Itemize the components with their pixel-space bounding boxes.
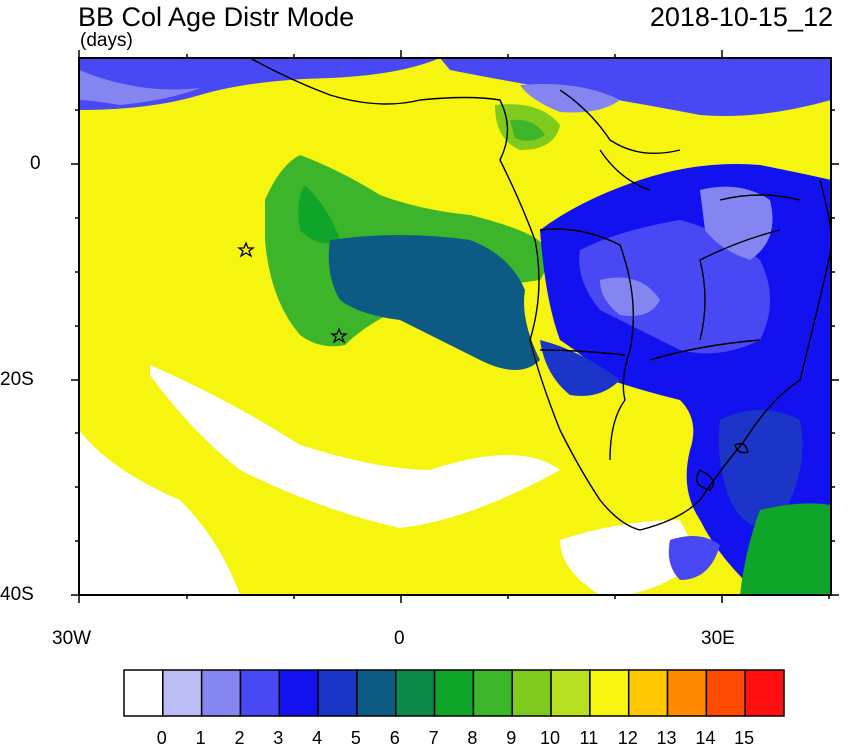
colorbar-label: 12	[617, 728, 638, 748]
colorbar-swatch	[705, 669, 746, 717]
colorbar-swatch	[433, 669, 475, 717]
field-green-inner	[298, 185, 340, 244]
field-lightblue-northwest	[79, 70, 200, 105]
colorbar-label: 9	[506, 728, 517, 748]
colorbar	[123, 669, 785, 717]
coastlines	[249, 58, 831, 531]
colorbar-swatch	[239, 669, 281, 717]
colorbar-swatch	[550, 669, 591, 717]
star-marker-1	[237, 241, 255, 258]
lat-label-40s: 40S	[0, 584, 34, 605]
colorbar-swatch	[511, 669, 552, 717]
colorbar-swatch	[666, 669, 708, 717]
colorbar-swatch	[472, 669, 513, 717]
lat-label-0: 0	[30, 153, 41, 174]
colorbar-label: 15	[734, 728, 755, 748]
colorbar-swatch	[200, 669, 242, 717]
colorbar-label: 3	[273, 728, 284, 748]
lon-label-30w: 30W	[52, 628, 92, 649]
small-countries	[696, 442, 749, 491]
colorbar-swatch	[123, 669, 164, 717]
field-white-sw	[79, 430, 240, 595]
units-label: (days)	[80, 30, 133, 51]
lon-label-0: 0	[394, 628, 405, 649]
star-marker-2	[330, 327, 348, 344]
colorbar-label: 8	[467, 728, 478, 748]
colorbar-swatch	[627, 669, 669, 717]
africa-coastline	[249, 58, 831, 531]
lon-label-30e: 30E	[701, 628, 735, 649]
field-blue-south-patch	[668, 536, 720, 580]
colorbar-label: 6	[389, 728, 400, 748]
colorbar-swatch	[744, 669, 785, 717]
colorbar-swatch	[162, 669, 203, 717]
field-darkblue-namibia	[540, 340, 620, 396]
colorbar-swatch	[395, 669, 436, 717]
colorbar-swatch	[589, 669, 630, 717]
colorbar-label: 13	[656, 728, 677, 748]
map-field	[79, 58, 831, 595]
colorbar-label: 5	[350, 728, 361, 748]
field-midblue-continent	[579, 220, 770, 354]
colorbar-label: 7	[428, 728, 439, 748]
field-lightblue-north	[520, 84, 620, 113]
colorbar-label: 1	[195, 728, 206, 748]
timestamp-label: 2018-10-15_12	[649, 2, 833, 32]
axis-ticks	[71, 50, 839, 603]
country-borders	[539, 89, 801, 461]
colorbar-label: 4	[312, 728, 323, 748]
colorbar-label: 11	[579, 728, 599, 748]
colorbar-label: 2	[234, 728, 245, 748]
map-title: BB Col Age Distr Mode	[78, 2, 355, 32]
colorbar-swatch	[356, 669, 397, 717]
lat-label-20s: 20S	[0, 369, 34, 390]
colorbar-label: 10	[540, 728, 561, 748]
field-white-region	[150, 365, 560, 528]
colorbar-swatch	[317, 669, 358, 717]
field-lightblue-continent-2	[700, 186, 773, 260]
field-darkblue-southeast	[718, 410, 803, 527]
field-green-guinea	[510, 119, 545, 141]
field-white-south	[560, 520, 700, 595]
field-green-southeast	[740, 503, 831, 595]
colorbar-swatch	[278, 669, 319, 717]
field-blue-north	[440, 58, 831, 116]
field-teal-core	[328, 235, 540, 370]
colorbar-label: 0	[156, 728, 167, 748]
field-lightblue-continent-1	[600, 277, 660, 316]
colorbar-label: 14	[695, 728, 716, 748]
station-markers	[237, 241, 348, 344]
